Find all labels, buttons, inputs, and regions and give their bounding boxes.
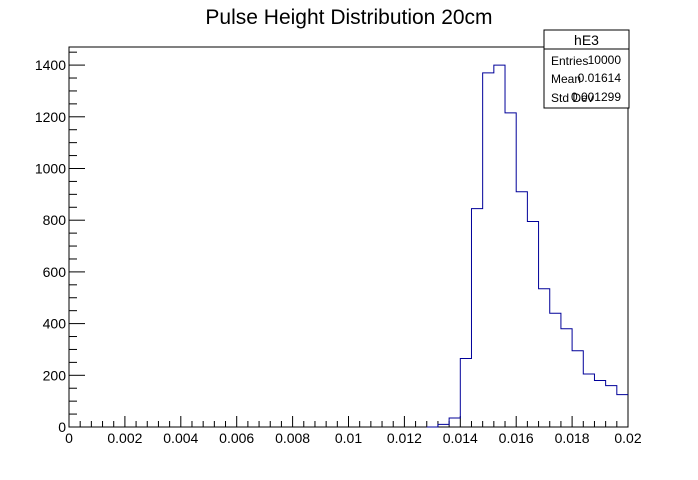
y-axis: 0 200 400 600 800 1000 1200 1400: [35, 51, 85, 435]
x-tick-label: 0.018: [555, 430, 590, 446]
x-tick-label: 0.002: [107, 430, 142, 446]
stats-mean-value: 0.01614: [578, 71, 622, 85]
x-tick-label: 0.016: [499, 430, 534, 446]
x-tick-label: 0.008: [275, 430, 310, 446]
histogram-series-line: [426, 64, 628, 428]
stats-box: hE3 Entries 10000 Mean 0.01614 Std Dev 0…: [543, 29, 630, 109]
y-tick-label: 400: [43, 316, 67, 332]
x-tick-label: 0: [65, 430, 73, 446]
y-tick-label: 800: [43, 212, 67, 228]
stats-box-frame: [543, 29, 630, 109]
stats-mean-label: Mean: [551, 72, 581, 86]
x-tick-label: 0.01: [335, 430, 362, 446]
stats-stddev-label: Std Dev: [551, 91, 594, 105]
chart-title: Pulse Height Distribution 20cm: [205, 6, 492, 29]
x-tick-label: 0.004: [163, 430, 198, 446]
stats-box-name: hE3: [574, 32, 599, 48]
y-tick-label: 200: [43, 367, 67, 383]
y-tick-label: 600: [43, 264, 67, 280]
x-tick-label: 0.02: [614, 430, 641, 446]
x-tick-label: 0.014: [443, 430, 478, 446]
y-tick-label: 1400: [35, 57, 66, 73]
stats-entries-label: Entries: [551, 54, 588, 68]
x-tick-label: 0.006: [219, 430, 254, 446]
y-tick-label: 0: [58, 419, 66, 435]
x-tick-label: 0.012: [387, 430, 422, 446]
stats-entries-value: 10000: [588, 53, 622, 67]
y-tick-label: 1200: [35, 109, 66, 125]
stats-stddev-value: 0.001299: [571, 90, 621, 104]
y-tick-label: 1000: [35, 160, 66, 176]
x-axis: 0 0.002 0.004 0.006 0.008 0.01 0.012 0.014 0.016…: [65, 416, 642, 446]
